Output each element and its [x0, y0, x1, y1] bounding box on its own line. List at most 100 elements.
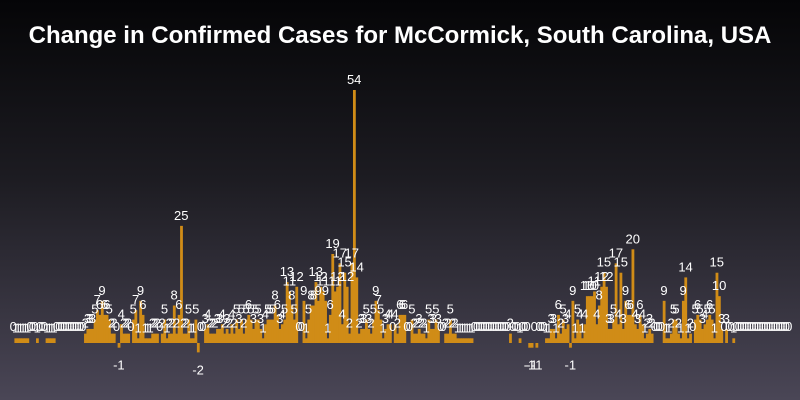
data-label: 2 [125, 316, 132, 331]
bar [230, 324, 234, 343]
bar [100, 300, 104, 343]
bar [600, 286, 604, 343]
data-label: 5 [264, 302, 271, 317]
data-label: 0 [747, 319, 754, 334]
data-label: 1 [466, 320, 473, 335]
data-label: 5 [247, 302, 254, 317]
data-label: 0 [74, 319, 81, 334]
data-label: 4 [279, 306, 286, 321]
bar [684, 277, 688, 343]
bar [319, 286, 323, 343]
bar [266, 319, 270, 343]
data-label: 0 [499, 319, 506, 334]
data-label: 5 [425, 302, 432, 317]
data-label: 2 [154, 316, 161, 331]
bar [432, 328, 436, 343]
bar [237, 328, 241, 343]
data-label: 11 [588, 273, 602, 288]
bar [420, 333, 424, 343]
bar [139, 300, 143, 343]
data-label: 0 [523, 319, 530, 334]
data-label: 2 [180, 316, 187, 331]
data-label: 2 [367, 316, 374, 331]
data-label: 1 [259, 320, 266, 335]
bar [156, 333, 159, 343]
data-label: 1 [144, 320, 151, 335]
data-label: 10 [580, 278, 594, 293]
bar [304, 338, 308, 343]
bar [547, 338, 551, 343]
data-label: 0 [38, 319, 45, 334]
bar [244, 319, 248, 343]
data-label: 3 [250, 311, 257, 326]
data-label: 3 [435, 311, 442, 326]
bar [206, 324, 210, 343]
bar [669, 333, 673, 343]
data-label: 1 [48, 320, 55, 335]
bar [665, 338, 668, 343]
bar [84, 333, 87, 343]
data-label: 3 [646, 311, 653, 326]
bar [545, 338, 548, 343]
data-label: 0 [735, 319, 742, 334]
bar [117, 343, 121, 348]
data-label: 2 [648, 316, 655, 331]
bar [559, 333, 563, 343]
data-label: 5 [130, 302, 137, 317]
data-label: 3 [365, 311, 372, 326]
bar [127, 333, 131, 343]
data-label: 0 [737, 319, 744, 334]
bar [633, 324, 637, 343]
data-label: 0 [759, 319, 766, 334]
data-label: 0 [783, 319, 790, 334]
data-label: 3 [235, 311, 242, 326]
bar [662, 300, 666, 343]
data-label: 15 [337, 255, 351, 270]
data-label: 4 [228, 306, 235, 321]
bar [259, 328, 263, 343]
bar [612, 319, 616, 343]
bar [247, 314, 251, 343]
data-label: 5 [574, 302, 581, 317]
bar [232, 333, 236, 343]
data-label: 1 [24, 320, 31, 335]
data-label: -1 [113, 358, 125, 373]
bar [470, 338, 474, 343]
bar [170, 333, 174, 343]
data-label: 12 [313, 269, 327, 284]
data-label: 3 [699, 311, 706, 326]
data-label: 19 [325, 236, 339, 251]
data-label: 0 [785, 319, 792, 334]
data-label: -1 [524, 358, 536, 373]
bar [518, 338, 522, 343]
data-label: 0 [475, 319, 482, 334]
bar [204, 328, 207, 343]
data-label: 3 [550, 311, 557, 326]
data-label: 4 [384, 306, 391, 321]
data-label: 0 [531, 319, 538, 334]
data-label: 3 [216, 311, 223, 326]
bar [444, 333, 448, 343]
data-label: 3 [723, 311, 730, 326]
data-label: 7 [132, 292, 139, 307]
data-label: 5 [610, 302, 617, 317]
bar [393, 324, 397, 343]
data-label: 4 [118, 306, 125, 321]
bar [422, 333, 426, 343]
data-label: 6 [175, 297, 182, 312]
bar [19, 338, 22, 343]
bar [213, 333, 217, 343]
data-label: 5 [192, 302, 199, 317]
data-label: 6 [627, 297, 634, 312]
bar [184, 333, 188, 343]
data-label: 2 [418, 316, 425, 331]
bar [208, 333, 212, 343]
bar [713, 338, 716, 343]
data-label: 1 [190, 320, 197, 335]
data-label: 6 [327, 297, 334, 312]
data-label: 9 [315, 283, 322, 298]
data-label: 0 [473, 319, 480, 334]
bar [398, 314, 402, 343]
bar [561, 319, 565, 343]
data-label: 1 [468, 320, 475, 335]
